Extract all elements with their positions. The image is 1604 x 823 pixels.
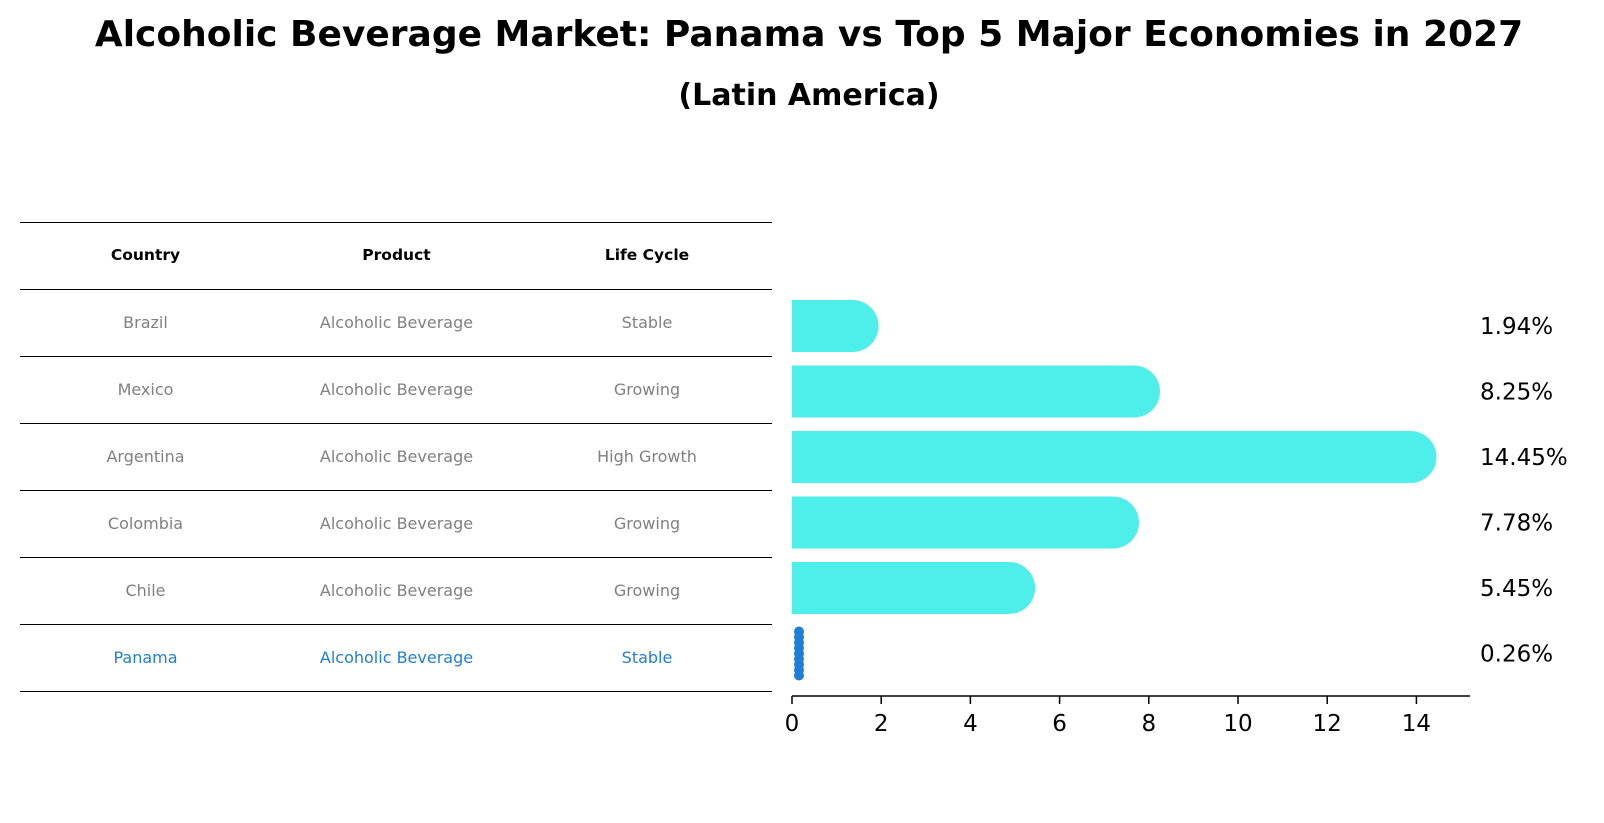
x-tick-label: 0: [785, 711, 800, 737]
cell-country: Chile: [125, 581, 166, 600]
chart-subtitle: (Latin America): [678, 78, 940, 113]
table-rule: [20, 423, 772, 424]
table-row: Colombia Alcoholic Beverage Growing: [20, 490, 772, 557]
cell-life-cycle: Growing: [613, 581, 681, 600]
table-row-highlighted: Panama Alcoholic Beverage Stable: [20, 624, 772, 691]
chart-title: Alcoholic Beverage Market: Panama vs Top…: [94, 14, 1524, 55]
table-row: Brazil Alcoholic Beverage Stable: [20, 289, 772, 356]
header-country: Country: [110, 246, 181, 264]
cell-product: Alcoholic Beverage: [319, 514, 474, 533]
cell-product: Alcoholic Beverage: [319, 581, 474, 600]
cell-life-cycle: Growing: [613, 514, 681, 533]
cell-life-cycle: High Growth: [597, 447, 697, 466]
table-row: Chile Alcoholic Beverage Growing: [20, 557, 772, 624]
bar-brazil: [792, 300, 879, 352]
table-rule: [20, 624, 772, 625]
cell-country: Mexico: [117, 380, 174, 399]
x-tick-label: 8: [1141, 711, 1156, 737]
cell-product: Alcoholic Beverage: [319, 380, 474, 399]
cell-life-cycle: Stable: [621, 313, 673, 332]
bar-chile: [792, 562, 1036, 614]
bar-mexico: [792, 365, 1160, 418]
table-row: Mexico Alcoholic Beverage Growing: [20, 356, 772, 423]
header-life-cycle: Life Cycle: [604, 246, 690, 264]
cell-country: Brazil: [123, 313, 168, 332]
x-tick-label: 14: [1402, 711, 1431, 737]
table-header-row: Country Product Life Cycle: [20, 222, 772, 289]
table-rule: [20, 557, 772, 558]
value-label-mexico: 8.25%: [1480, 380, 1553, 406]
x-tick-label: 12: [1313, 711, 1342, 737]
table-rule: [20, 691, 772, 692]
value-label-colombia: 7.78%: [1480, 511, 1553, 537]
value-label-chile: 5.45%: [1480, 576, 1553, 602]
cell-product: Alcoholic Beverage: [319, 313, 474, 332]
cell-life-cycle: Growing: [613, 380, 681, 399]
table-rule: [20, 356, 772, 357]
value-label-brazil: 1.94%: [1480, 314, 1553, 340]
table-rule: [20, 490, 772, 491]
header-product: Product: [362, 246, 431, 264]
table-row: Argentina Alcoholic Beverage High Growth: [20, 423, 772, 490]
cell-product: Alcoholic Beverage: [319, 648, 474, 667]
bar-argentina: [792, 431, 1437, 483]
x-tick-label: 2: [874, 711, 889, 737]
x-tick-label: 4: [963, 711, 978, 737]
table-rule: [20, 222, 772, 223]
cell-product: Alcoholic Beverage: [319, 447, 474, 466]
bar-colombia: [792, 496, 1139, 549]
cell-country: Colombia: [107, 514, 184, 533]
x-tick-label: 10: [1223, 711, 1252, 737]
cell-life-cycle: Stable: [621, 648, 673, 667]
bar-marker-panama: [794, 670, 804, 681]
value-label-argentina: 14.45%: [1480, 445, 1568, 471]
value-label-panama: 0.26%: [1480, 642, 1553, 668]
cell-country: Argentina: [106, 447, 185, 466]
cell-country: Panama: [113, 648, 178, 667]
x-tick-label: 6: [1052, 711, 1067, 737]
table-rule: [20, 289, 772, 290]
